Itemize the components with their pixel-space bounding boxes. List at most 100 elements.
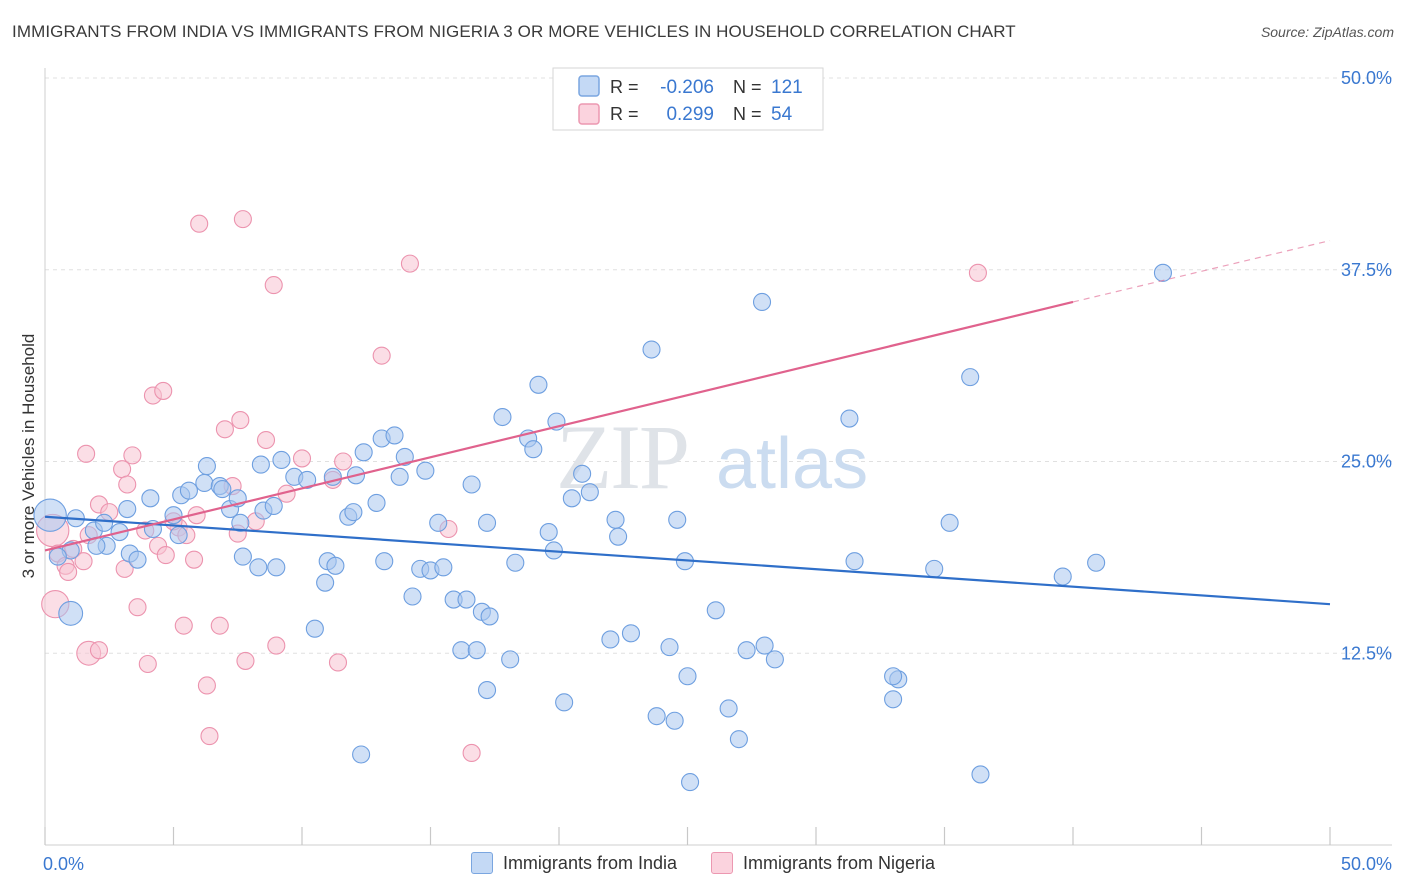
x-tick-label: 0.0%: [43, 854, 84, 874]
india-point: [477, 681, 497, 700]
y-tick-label: 25.0%: [1341, 452, 1392, 472]
india-trendline: [44, 515, 1331, 606]
nigeria-point: [128, 598, 147, 617]
india-point: [48, 547, 67, 566]
nigeria-point: [156, 546, 175, 565]
india-swatch: [470, 852, 493, 874]
y-tick-label: 50.0%: [1341, 68, 1392, 88]
india-point: [251, 455, 270, 474]
india-point: [940, 513, 959, 532]
india-point: [141, 489, 160, 508]
nigeria-point: [334, 452, 353, 471]
nigeria-point: [292, 449, 312, 468]
india-point: [367, 493, 386, 512]
india-point: [755, 636, 774, 655]
india-point: [1087, 553, 1106, 572]
nigeria-n-label: N =: [733, 104, 762, 124]
india-point: [477, 513, 497, 532]
india-point: [1153, 263, 1172, 282]
india-point: [179, 481, 198, 500]
india-point: [434, 558, 453, 577]
india-point: [118, 500, 137, 519]
india-point: [195, 473, 214, 493]
nigeria-point: [197, 676, 216, 695]
chart-title: IMMIGRANTS FROM INDIA VS IMMIGRANTS FROM…: [12, 22, 1016, 41]
nigeria-point: [174, 616, 193, 635]
axes: [44, 68, 1392, 846]
india-point: [529, 375, 548, 394]
stats-legend: R = -0.206 N = 121 R = 0.299 N = 54: [552, 67, 824, 131]
nigeria-point: [372, 346, 391, 365]
india-point: [385, 426, 404, 445]
nigeria-point: [59, 562, 78, 581]
india-point: [601, 630, 620, 649]
india-point: [375, 552, 394, 571]
india-point: [403, 587, 422, 606]
india-point: [621, 624, 641, 643]
india-point: [845, 552, 864, 571]
legend-item-india: Immigrants from India: [470, 852, 677, 874]
nigeria-point: [968, 263, 987, 282]
nigeria-point: [267, 636, 286, 655]
india-point: [231, 513, 250, 532]
india-point: [501, 650, 520, 669]
nigeria-point: [400, 254, 419, 273]
india-point: [660, 638, 679, 657]
india-point: [580, 483, 599, 502]
india-point: [197, 457, 216, 476]
nigeria-point: [200, 727, 219, 746]
india-point: [884, 690, 903, 709]
india-point: [33, 498, 67, 532]
india-point: [719, 699, 738, 718]
india-point: [884, 667, 903, 686]
india-point: [562, 489, 581, 508]
y-tick-label: 37.5%: [1341, 260, 1392, 280]
nigeria-point: [231, 411, 250, 430]
india-point: [457, 590, 476, 609]
india-point: [480, 607, 499, 626]
india-point: [452, 641, 471, 660]
india-point: [678, 667, 697, 686]
nigeria-points: [36, 210, 987, 763]
nigeria-point: [215, 420, 234, 439]
nigeria-trendline: [44, 300, 1074, 552]
india-n-label: N =: [733, 77, 762, 97]
nigeria-point: [154, 381, 173, 400]
india-point: [305, 619, 324, 638]
india-point: [506, 553, 525, 572]
india-point: [326, 556, 345, 575]
india-point: [737, 641, 756, 660]
nigeria-point: [328, 653, 348, 672]
india-point: [354, 443, 373, 462]
india-point: [765, 650, 784, 669]
nigeria-point: [233, 210, 252, 229]
india-point: [344, 503, 363, 522]
india-point: [233, 547, 252, 566]
india-points: [33, 263, 1172, 792]
trendlines: [44, 240, 1331, 606]
india-point: [128, 550, 147, 569]
india-point: [840, 409, 859, 428]
india-point: [647, 707, 666, 726]
nigeria-point: [256, 430, 276, 450]
series-legend: Immigrants from India Immigrants from Ni…: [0, 852, 1406, 874]
india-point: [462, 475, 481, 494]
y-axis-label: 3 or more Vehicles in Household: [19, 334, 38, 579]
india-n-value: 121: [771, 77, 803, 98]
grid-lines: [45, 77, 1392, 654]
india-r-value: -0.206: [660, 77, 714, 98]
india-point: [524, 440, 543, 459]
nigeria-point: [123, 446, 142, 465]
india-point: [95, 513, 114, 532]
nigeria-n-value: 54: [771, 104, 793, 125]
india-point: [706, 601, 725, 620]
nigeria-legend-swatch: [578, 103, 600, 125]
legend-item-nigeria: Immigrants from Nigeria: [711, 852, 935, 874]
nigeria-point: [264, 276, 283, 295]
india-point: [1053, 567, 1072, 586]
india-point: [961, 368, 980, 387]
india-point: [169, 526, 188, 545]
india-point: [606, 510, 625, 529]
india-point: [58, 600, 84, 626]
watermark-atlas: atlas: [716, 424, 868, 504]
